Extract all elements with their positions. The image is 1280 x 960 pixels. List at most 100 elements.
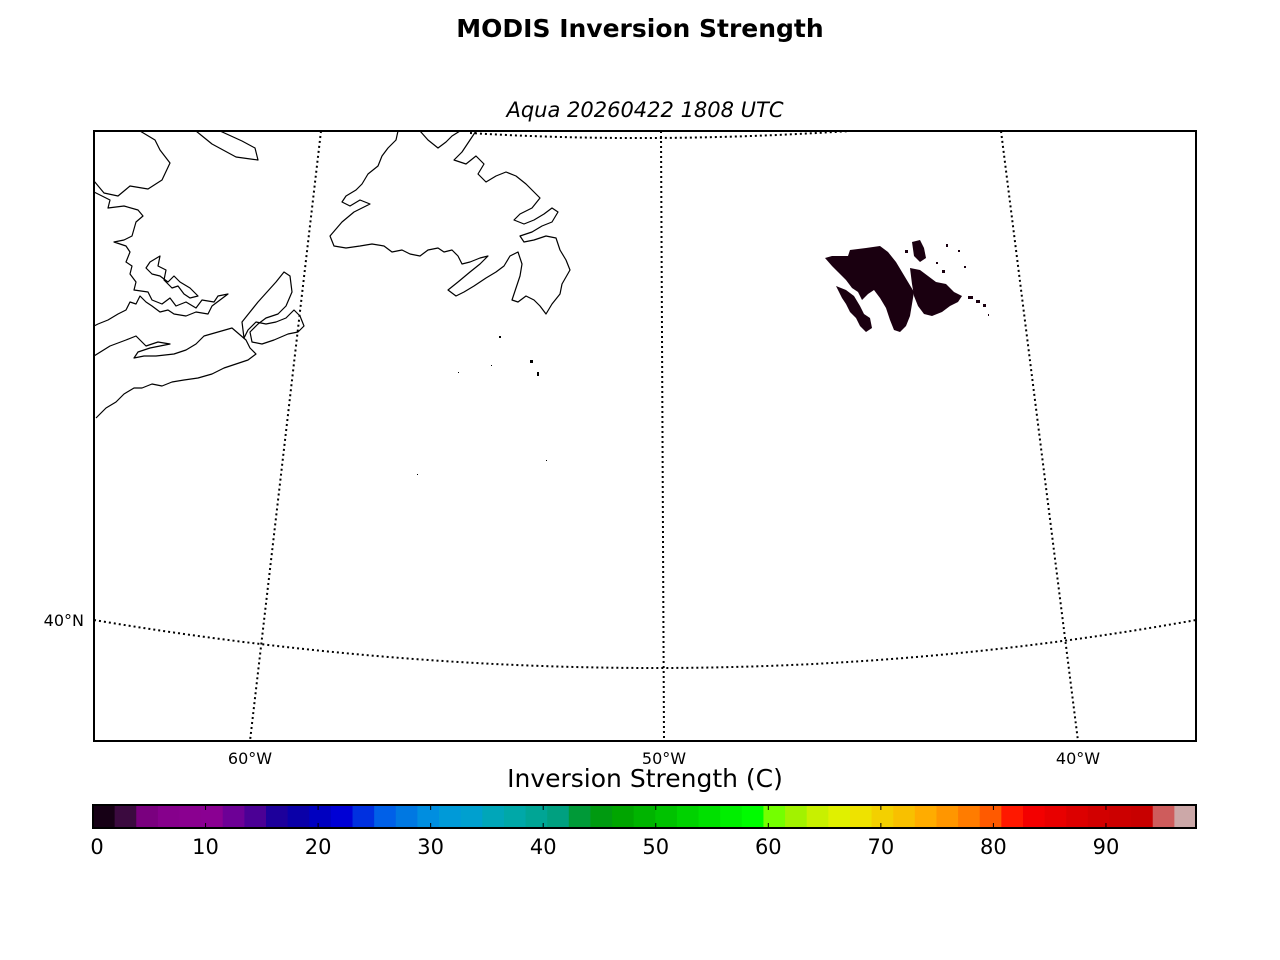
colorbar-cell	[1109, 805, 1132, 828]
colorbar-cell	[914, 805, 938, 828]
colorbar-tick-label: 40	[530, 835, 557, 859]
lon-label-60w: 60°W	[228, 749, 272, 768]
meridian-60w	[249, 131, 322, 741]
colorbar-cell	[893, 805, 916, 828]
colorbar-cell	[979, 805, 1002, 828]
data-speck	[964, 266, 966, 268]
coast-labrador	[94, 131, 171, 197]
colorbar-cell	[741, 805, 765, 828]
colorbar-cell	[547, 805, 570, 828]
inversion-data-patch	[825, 240, 989, 332]
colorbar-cell	[1044, 805, 1067, 828]
coast-gulf-north	[94, 191, 229, 327]
colorbar-cell	[806, 805, 829, 828]
colorbar-cell	[871, 805, 894, 828]
data-patch-east	[910, 268, 962, 316]
colorbar-cell	[136, 805, 159, 828]
data-speck	[958, 250, 960, 252]
colorbar-cell	[676, 805, 700, 828]
data-speck	[983, 304, 986, 307]
colorbar-tick-label: 50	[642, 835, 669, 859]
chart-title: MODIS Inversion Strength	[456, 14, 824, 43]
colorbar-cell	[698, 805, 721, 828]
lon-label-50w: 50°W	[642, 749, 686, 768]
colorbar-cell	[482, 805, 505, 828]
colorbar-cell	[1152, 805, 1175, 828]
data-speck	[976, 300, 980, 303]
colorbar-cell	[1087, 805, 1111, 828]
colorbar-cell	[417, 805, 440, 828]
data-patch-main	[825, 246, 914, 332]
colorbar-cell	[179, 805, 202, 828]
colorbar-cell	[525, 805, 548, 828]
colorbar-cell	[266, 805, 289, 828]
colorbar-tick-label: 80	[980, 835, 1007, 859]
data-speck	[988, 314, 989, 316]
coastlines	[94, 131, 571, 419]
colorbar-cell	[1174, 805, 1197, 828]
colorbar-cells	[93, 805, 1197, 828]
data-speck	[942, 270, 945, 273]
meridian-50w	[660, 131, 665, 741]
data-speck	[946, 244, 948, 247]
data-speck	[968, 296, 973, 299]
coast-anticosti	[145, 255, 199, 299]
colorbar-cell	[1001, 805, 1024, 828]
colorbar-frame	[92, 804, 1197, 829]
colorbar-cell	[1066, 805, 1089, 828]
coast-labrador-north	[195, 131, 259, 161]
colorbar-cell	[222, 805, 245, 828]
colorbar-cell	[720, 805, 743, 828]
colorbar-cell	[785, 805, 808, 828]
colorbar-cell	[330, 805, 354, 828]
colorbar-cell	[1131, 805, 1154, 828]
data-speck	[936, 262, 938, 264]
colorbar-cell	[157, 805, 181, 828]
colorbar-cell	[590, 805, 613, 828]
data-patch-north	[912, 240, 926, 262]
colorbar-tick-label: 10	[192, 835, 219, 859]
colorbar-cell	[395, 805, 419, 828]
lon-label-40w: 40°W	[1056, 749, 1100, 768]
colorbar-cell	[849, 805, 873, 828]
map-area	[94, 131, 1196, 741]
chart-subtitle: Aqua 20260422 1808 UTC	[506, 98, 784, 122]
colorbar-tick-label: 60	[755, 835, 782, 859]
colorbar-cell	[612, 805, 635, 828]
graticule	[94, 131, 1196, 741]
colorbar-cell	[503, 805, 527, 828]
map-frame	[93, 130, 1197, 742]
colorbar-cell	[1022, 805, 1046, 828]
colorbar-cell	[374, 805, 397, 828]
colorbar-tick-label: 30	[417, 835, 444, 859]
lat-label-40n: 40°N	[44, 611, 84, 630]
colorbar-cell	[93, 805, 116, 828]
colorbar-cell	[936, 805, 959, 828]
colorbar-cell	[763, 805, 786, 828]
colorbar-cell	[828, 805, 851, 828]
colorbar-cell	[114, 805, 137, 828]
colorbar-tick-label: 20	[305, 835, 332, 859]
colorbar-cell	[460, 805, 483, 828]
colorbar-ticks: 0 10 20 30 40 50 60 70 80 90	[90, 805, 1119, 859]
speckles	[417, 336, 547, 475]
data-patch-west	[836, 286, 872, 332]
colorbar-tick-label: 0	[90, 835, 103, 859]
colorbar-cell	[287, 805, 310, 828]
colorbar-cell	[244, 805, 267, 828]
parallel-40n	[94, 619, 1196, 669]
coast-newfoundland	[329, 131, 571, 315]
colorbar-tick-label: 70	[867, 835, 894, 859]
colorbar-title: Inversion Strength (C)	[507, 764, 783, 793]
parallel-upper	[469, 131, 851, 140]
colorbar-cell	[655, 805, 678, 828]
colorbar-cell	[352, 805, 375, 828]
colorbar-cell	[201, 805, 224, 828]
colorbar-cell	[439, 805, 462, 828]
colorbar-cell	[568, 805, 592, 828]
colorbar-cell	[633, 805, 656, 828]
coast-maritimes	[94, 327, 257, 419]
coast-cape-breton	[241, 271, 305, 345]
meridian-40w	[1000, 131, 1079, 741]
